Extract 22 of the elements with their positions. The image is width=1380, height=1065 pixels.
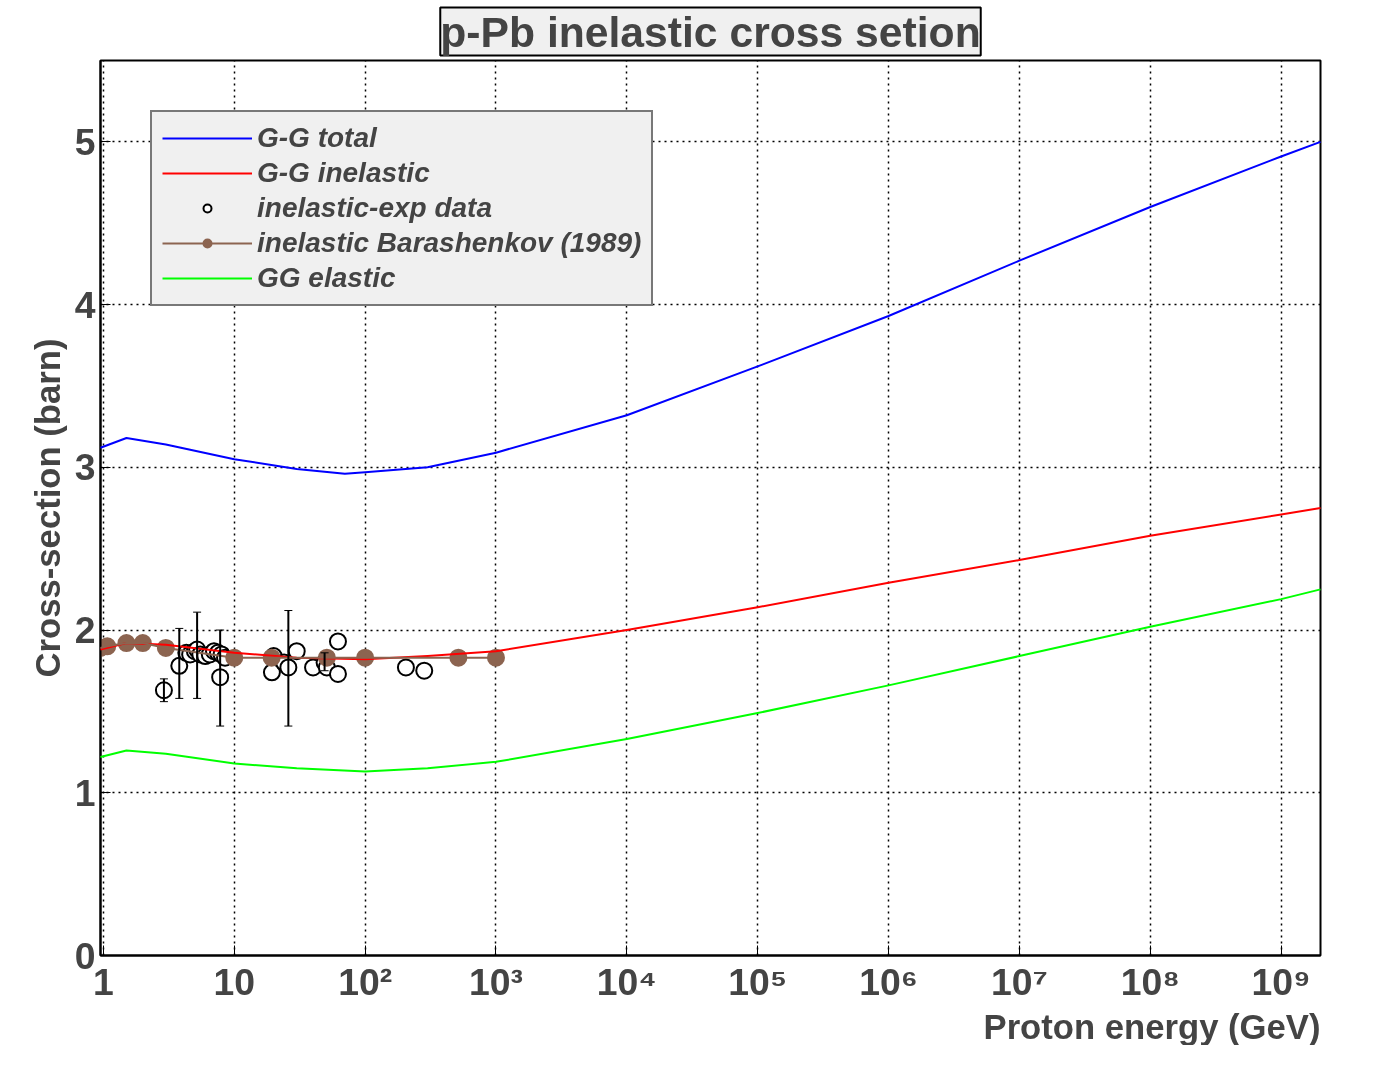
- legend-label: G-G total: [257, 122, 377, 154]
- legend-label: inelastic-exp data: [257, 192, 492, 224]
- x-tick-label: 10⁶: [859, 960, 918, 1003]
- legend-label: GG elastic: [257, 262, 396, 294]
- legend-label: G-G inelastic: [257, 157, 430, 189]
- x-tick-label: 10⁸: [1120, 960, 1180, 1003]
- y-tick-label: 3: [74, 446, 96, 489]
- legend-label: inelastic Barashenkov (1989): [257, 227, 642, 259]
- x-tick-label: 10⁴: [596, 960, 657, 1003]
- y-axis-title: Cross-section (barn): [28, 338, 67, 678]
- x-tick-label: 10⁷: [990, 960, 1048, 1003]
- y-tick-label: 5: [74, 120, 96, 163]
- chart-title: p-Pb inelastic cross setion: [440, 7, 981, 56]
- y-tick-label: 2: [74, 609, 96, 652]
- x-tick-label: 10³: [469, 960, 523, 1003]
- x-tick-label: 10²: [338, 960, 393, 1003]
- x-tick-label: 10⁹: [1251, 960, 1311, 1003]
- y-tick-label: 0: [74, 934, 96, 977]
- y-tick-label: 1: [74, 771, 96, 814]
- x-tick-label: 10: [213, 960, 256, 1003]
- y-tick-label: 4: [74, 283, 96, 326]
- x-tick-label: 10⁵: [728, 960, 788, 1003]
